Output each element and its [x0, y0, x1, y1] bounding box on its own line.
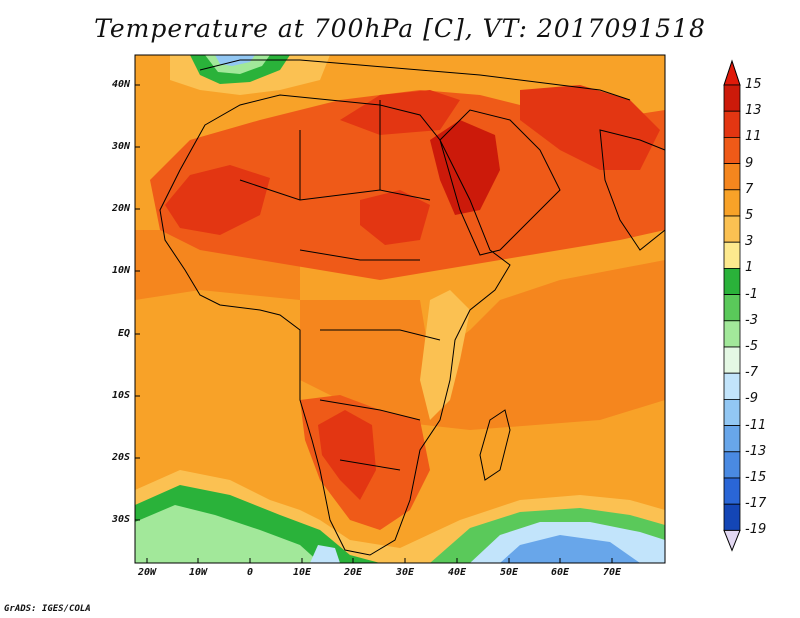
- colorbar-label: -1: [745, 286, 758, 302]
- lon-label-50e: 50E: [499, 567, 519, 578]
- colorbar-box: [723, 110, 741, 138]
- colorbar-label: -13: [745, 443, 767, 459]
- lon-label-30e: 30E: [395, 567, 415, 578]
- map-frame: [134, 54, 666, 564]
- lat-label-30s: 30S: [111, 514, 130, 525]
- europe-outline: [199, 59, 631, 101]
- field-southeast-blue: [500, 535, 640, 563]
- lon-label-10w: 10W: [188, 567, 208, 578]
- colorbar-label: -3: [745, 312, 758, 328]
- colorbar-box: [723, 241, 741, 269]
- field-eastafrica-cool: [420, 290, 470, 420]
- arabia-outline: [439, 109, 561, 256]
- coastlines: [159, 59, 666, 556]
- field-hot-sudan: [360, 190, 430, 245]
- border-4: [319, 399, 421, 421]
- border-2: [299, 249, 420, 261]
- field-south-lightgreen: [135, 505, 320, 563]
- colorbar-box: [723, 294, 741, 322]
- colorbar-box: [723, 503, 741, 531]
- colorbar-box: [723, 267, 741, 295]
- colorbar-box: [723, 451, 741, 479]
- lon-label-60e: 60E: [550, 567, 570, 578]
- border-1: [239, 179, 431, 201]
- colorbar-box: [723, 136, 741, 164]
- map-title: Temperature at 700hPa [C], VT: 201709151…: [94, 14, 706, 43]
- field-hot-iran: [520, 85, 660, 170]
- colorbar-box: [723, 320, 741, 348]
- border-3: [320, 329, 441, 341]
- colorbar-top-triangle: [723, 59, 741, 86]
- lat-label-10n: 10N: [111, 265, 130, 276]
- colorbar-box: [723, 84, 741, 112]
- lat-label-40n: 40N: [111, 79, 130, 90]
- colorbar: [723, 59, 741, 552]
- lat-label-20n: 20N: [111, 203, 130, 214]
- lon-label-0: 0: [246, 567, 254, 578]
- temperature-field: [135, 55, 665, 563]
- field-hot-med: [340, 90, 460, 135]
- colorbar-label: -7: [745, 365, 758, 381]
- colorbar-box: [723, 215, 741, 243]
- colorbar-label: 3: [745, 234, 754, 250]
- colorbar-label: 7: [745, 181, 754, 197]
- colorbar-label: -11: [745, 417, 767, 433]
- lat-label-eq: EQ: [117, 328, 130, 339]
- field-sahara-warm: [150, 90, 665, 280]
- lon-label-20e: 20E: [343, 567, 363, 578]
- colorbar-box: [723, 189, 741, 217]
- africa-outline: [159, 94, 511, 556]
- colorbar-box: [723, 477, 741, 505]
- field-southwest-lightblue: [310, 545, 340, 563]
- field-south-hot: [318, 410, 376, 500]
- colorbar-label: 5: [745, 208, 754, 223]
- lat-label-10s: 10S: [111, 390, 130, 401]
- lon-label-70e: 70E: [602, 567, 622, 578]
- india-outline: [599, 129, 666, 251]
- colorbar-label: -5: [745, 339, 758, 354]
- grads-credit: GrADS: IGES/COLA: [4, 604, 91, 614]
- colorbar-box: [723, 398, 741, 426]
- colorbar-label: -19: [745, 522, 767, 538]
- colorbar-label: 15: [745, 77, 762, 92]
- lon-label-40e: 40E: [447, 567, 467, 578]
- field-hot-west: [165, 165, 270, 235]
- colorbar-bottom-triangle: [723, 529, 741, 552]
- colorbar-label: -17: [745, 496, 767, 512]
- field-hot-arabia: [430, 120, 500, 215]
- colorbar-label: 11: [745, 129, 762, 145]
- lon-label-20w: 20W: [137, 567, 157, 578]
- colorbar-box: [723, 346, 741, 374]
- colorbar-label: 1: [745, 260, 754, 276]
- colorbar-box: [723, 425, 741, 453]
- colorbar-label: -9: [745, 391, 758, 407]
- colorbar-label: -15: [745, 470, 767, 485]
- colorbar-label: 9: [745, 155, 754, 171]
- colorbar-label: 13: [745, 103, 762, 119]
- lat-label-30n: 30N: [111, 141, 130, 152]
- colorbar-box: [723, 372, 741, 400]
- colorbar-box: [723, 163, 741, 191]
- axis-ticks: [135, 84, 613, 563]
- madagascar-outline: [479, 409, 511, 481]
- lon-label-10e: 10E: [292, 567, 312, 578]
- lat-label-20s: 20S: [111, 452, 130, 463]
- border-7: [339, 459, 401, 471]
